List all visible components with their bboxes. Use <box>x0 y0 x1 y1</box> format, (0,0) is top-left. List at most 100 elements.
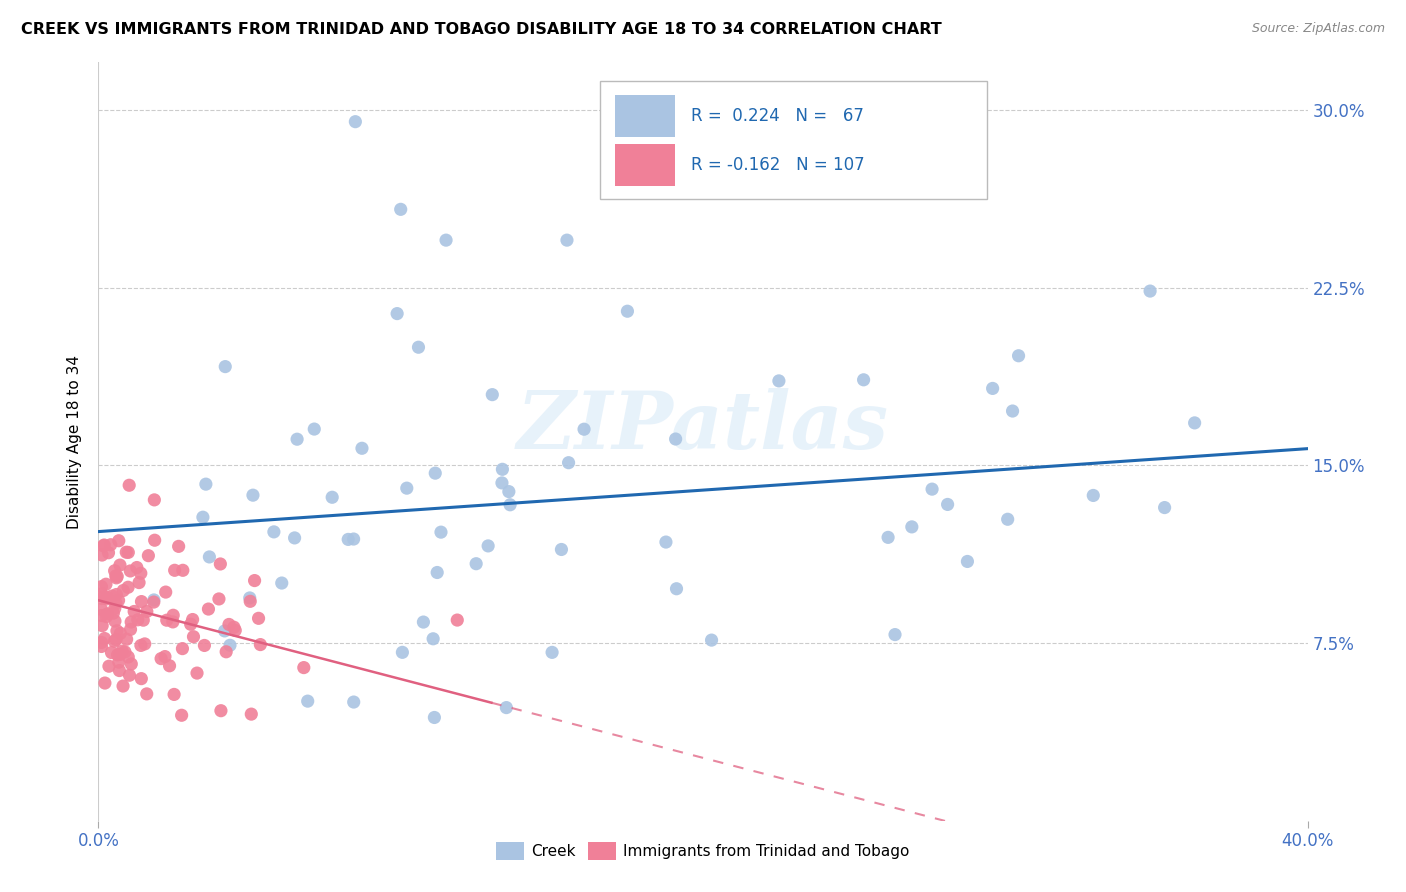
Point <box>107 593 129 607</box>
Point <box>242 488 264 502</box>
Point <box>655 535 678 549</box>
Point <box>132 613 155 627</box>
Point <box>337 533 360 547</box>
Point <box>877 530 900 544</box>
Point <box>156 613 179 627</box>
Point <box>430 525 453 540</box>
Text: R = -0.162   N = 107: R = -0.162 N = 107 <box>690 156 865 174</box>
Point <box>105 571 128 585</box>
Point <box>239 591 262 605</box>
Point <box>208 591 231 606</box>
Point <box>143 492 166 507</box>
Point <box>218 617 240 632</box>
Point <box>495 700 517 714</box>
Point <box>700 633 723 648</box>
Point <box>572 422 595 436</box>
Point <box>465 557 488 571</box>
Point <box>120 657 142 671</box>
Point <box>162 608 184 623</box>
Point <box>249 638 271 652</box>
Point <box>172 641 194 656</box>
Point <box>1083 488 1105 502</box>
Point <box>105 632 128 647</box>
Point <box>198 549 221 564</box>
Point <box>96 591 118 605</box>
Point <box>163 688 186 702</box>
Point <box>90 602 112 616</box>
Point <box>96 609 118 624</box>
Point <box>107 648 129 662</box>
Point <box>120 623 142 637</box>
Point <box>100 646 122 660</box>
Point <box>426 566 449 580</box>
Point <box>852 373 875 387</box>
Point <box>214 359 236 374</box>
Point <box>768 374 790 388</box>
Point <box>243 574 266 588</box>
Point <box>292 660 315 674</box>
Point <box>131 594 153 608</box>
Point <box>321 490 343 504</box>
Point <box>110 626 132 640</box>
Point <box>181 613 204 627</box>
Point <box>129 639 152 653</box>
Y-axis label: Disability Age 18 to 34: Disability Age 18 to 34 <box>67 354 83 529</box>
Point <box>541 645 564 659</box>
Point <box>665 432 688 446</box>
Point <box>270 576 292 591</box>
Point <box>557 456 579 470</box>
Point <box>134 637 156 651</box>
Point <box>112 679 135 693</box>
Point <box>936 498 959 512</box>
Point <box>90 635 112 649</box>
Point <box>90 580 112 594</box>
Point <box>114 645 136 659</box>
Point <box>118 668 141 682</box>
Point <box>956 554 979 568</box>
Point <box>112 583 135 598</box>
Point <box>108 558 131 573</box>
Point <box>138 549 160 563</box>
Point <box>142 593 165 607</box>
Point <box>191 510 214 524</box>
Point <box>155 585 177 599</box>
Point <box>391 645 413 659</box>
Point <box>104 569 127 583</box>
Point <box>1007 349 1029 363</box>
Point <box>491 462 513 476</box>
Point <box>135 687 157 701</box>
Point <box>180 617 202 632</box>
Point <box>104 596 127 610</box>
Point <box>422 632 444 646</box>
Bar <box>614 95 675 136</box>
Point <box>104 564 127 578</box>
Point <box>239 594 262 608</box>
Point <box>142 595 165 609</box>
Point <box>224 624 246 638</box>
Point <box>240 707 263 722</box>
Text: Source: ZipAtlas.com: Source: ZipAtlas.com <box>1251 22 1385 36</box>
Point <box>159 658 181 673</box>
Point <box>423 710 446 724</box>
Point <box>90 591 112 606</box>
Point <box>94 577 117 591</box>
Point <box>115 545 138 559</box>
Point <box>555 233 578 247</box>
Point <box>122 605 145 619</box>
Point <box>117 545 139 559</box>
Point <box>108 648 131 662</box>
Point <box>499 498 522 512</box>
Text: R =  0.224   N =   67: R = 0.224 N = 67 <box>690 106 863 125</box>
Point <box>108 664 131 678</box>
Point <box>170 708 193 723</box>
Point <box>91 618 114 632</box>
Point <box>94 676 117 690</box>
Point <box>981 381 1004 395</box>
Point <box>100 538 122 552</box>
Point <box>1153 500 1175 515</box>
Point <box>128 575 150 590</box>
Point <box>91 548 114 562</box>
Point <box>90 640 112 654</box>
Point <box>997 512 1019 526</box>
Point <box>97 659 120 673</box>
